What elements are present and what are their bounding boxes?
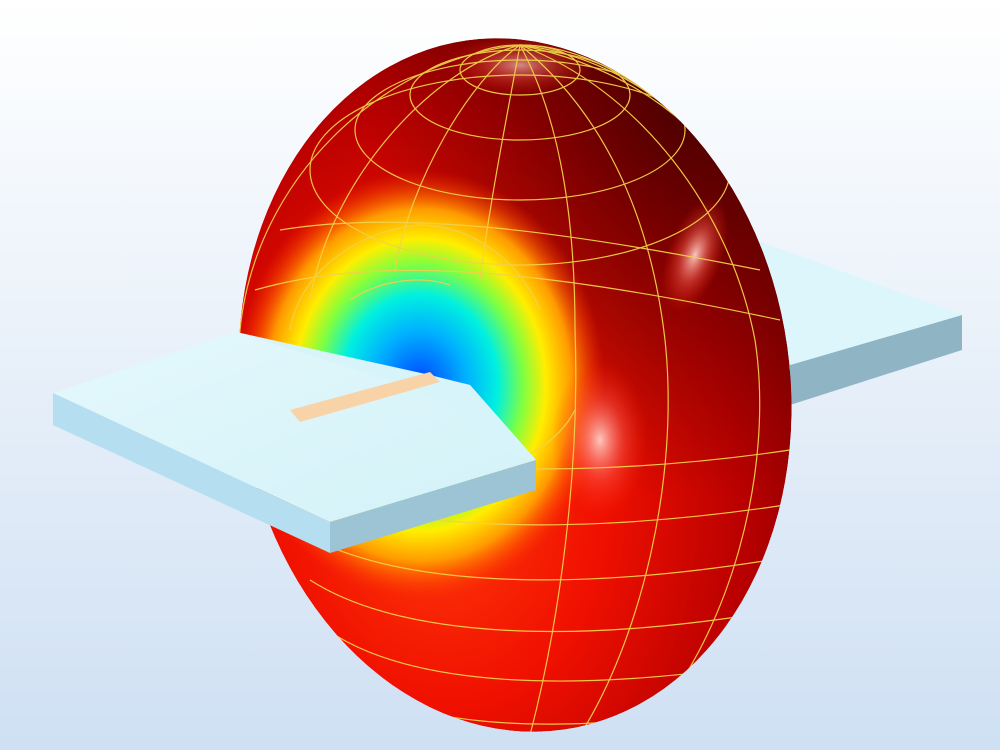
radiation-torus [235,35,792,736]
substrate-board [53,332,536,553]
microstrip-trace [290,372,440,422]
substrate-board-back [700,220,962,405]
